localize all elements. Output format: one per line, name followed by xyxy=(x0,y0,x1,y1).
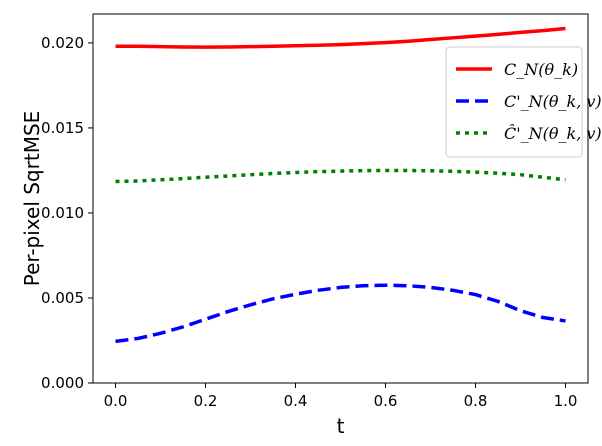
legend-label-3: Ĉ'_N(θ_k, v) xyxy=(504,123,602,143)
x-tick-label: 0.8 xyxy=(464,392,488,410)
y-tick-label: 0.020 xyxy=(41,34,84,52)
y-tick-label: 0.010 xyxy=(41,204,84,222)
axes: 0.0 0.2 0.4 0.6 0.8 1.0 0.000 0.005 0.010 0.015 0.… xyxy=(41,13,589,410)
x-axis-label: t xyxy=(337,414,345,438)
y-tick-label: 0.005 xyxy=(41,289,84,307)
legend-label-1: C_N(θ_k) xyxy=(504,60,578,79)
y-tick-label: 0.015 xyxy=(41,119,84,137)
plot-frame xyxy=(92,13,589,384)
series-line-3 xyxy=(115,168,566,184)
x-tick-label: 0.4 xyxy=(284,392,308,410)
legend: C_N(θ_k) C'_N(θ_k, v) Ĉ'_N(θ_k, v) xyxy=(445,46,602,158)
y-tick-label: 0.000 xyxy=(41,374,84,392)
y-axis-label: Per-pixel SqrtMSE xyxy=(20,111,44,287)
x-tick-label: 0.0 xyxy=(104,392,128,410)
x-tick-label: 0.6 xyxy=(374,392,398,410)
plot-area xyxy=(115,26,566,344)
series-line-2 xyxy=(115,283,566,344)
x-tick-label: 0.2 xyxy=(194,392,218,410)
x-tick-label: 1.0 xyxy=(554,392,578,410)
legend-label-2: C'_N(θ_k, v) xyxy=(504,92,602,111)
legend-box xyxy=(445,46,583,158)
series-line-1 xyxy=(115,26,566,49)
